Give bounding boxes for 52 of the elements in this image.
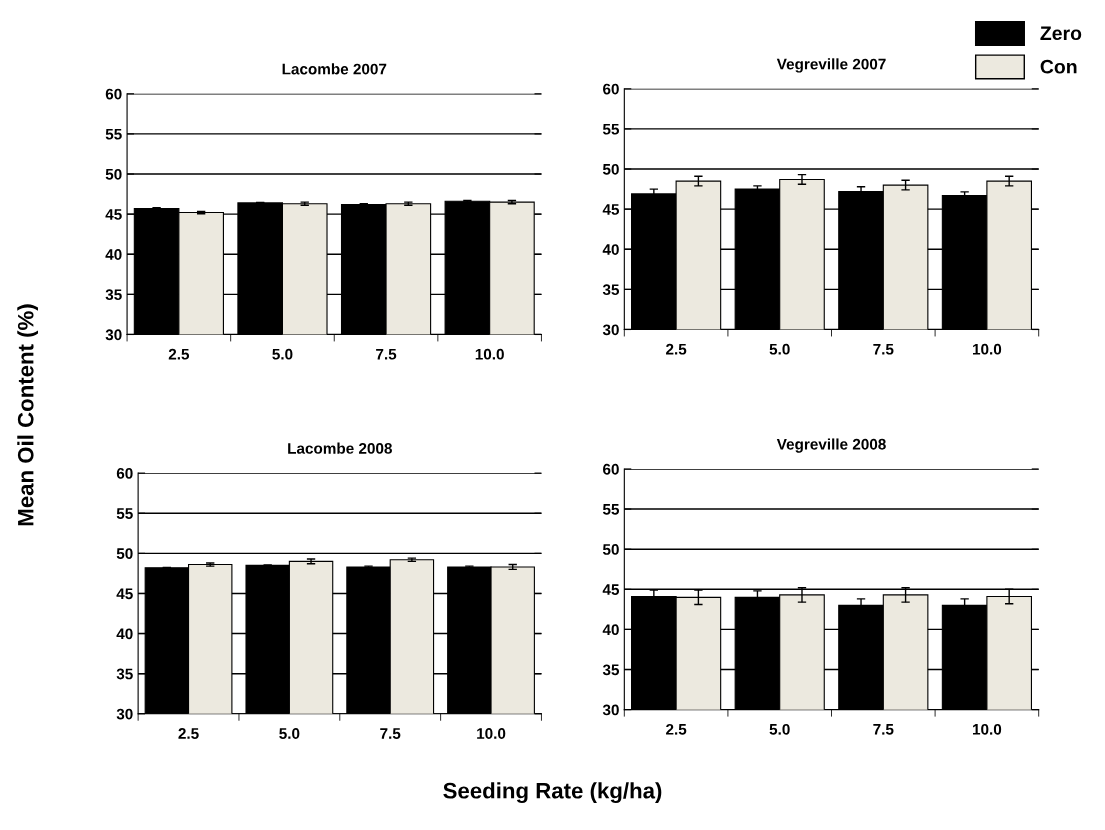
- y-tick-label: 60: [603, 83, 619, 95]
- y-axis-title: Mean Oil Content (%): [17, 304, 38, 526]
- y-tick-label: 40: [602, 244, 619, 255]
- y-tick-label: 40: [602, 624, 619, 636]
- y-tick-label: 55: [602, 504, 620, 515]
- y-tick-label: 50: [105, 168, 122, 180]
- y-tick-label: 60: [603, 463, 619, 475]
- x-tick-label: 2.5: [168, 348, 190, 360]
- legend-label: Zero: [1040, 26, 1082, 41]
- y-tick-label: 35: [602, 664, 620, 676]
- x-tick-label: 5.0: [769, 343, 790, 355]
- x-tick-label: 2.5: [666, 343, 687, 355]
- y-tick-label: 60: [116, 467, 133, 479]
- y-tick-label: 30: [116, 708, 133, 720]
- x-tick-label: 2.5: [666, 723, 687, 735]
- x-tick-label: 10.0: [475, 348, 504, 360]
- y-tick-label: 35: [116, 668, 133, 680]
- y-tick-label: 50: [602, 544, 619, 555]
- y-tick-label: 50: [602, 163, 619, 175]
- y-tick-label: 50: [116, 548, 133, 560]
- y-tick-label: 55: [602, 123, 620, 135]
- y-tick-label: 55: [116, 508, 133, 519]
- x-tick-label: 2.5: [178, 728, 199, 739]
- y-tick-label: 45: [602, 584, 620, 595]
- chart-title: Lacombe 2008: [288, 442, 392, 454]
- y-tick-label: 45: [602, 204, 620, 215]
- y-tick-label: 35: [105, 289, 122, 301]
- y-tick-label: 30: [602, 704, 619, 716]
- x-tick-label: 5.0: [279, 728, 300, 739]
- y-tick-label: 40: [116, 628, 133, 640]
- y-tick-label: 40: [105, 249, 122, 260]
- y-tick-label: 30: [602, 324, 619, 336]
- y-tick-label: 60: [105, 88, 122, 100]
- x-tick-label: 5.0: [272, 348, 293, 360]
- legend-label: Con: [1040, 59, 1077, 74]
- x-axis-title: Seeding Rate (kg/ha): [443, 782, 662, 804]
- x-tick-label: 10.0: [973, 723, 1002, 735]
- y-tick-label: 45: [116, 588, 133, 600]
- x-tick-label: 7.5: [380, 728, 401, 739]
- y-tick-label: 30: [105, 329, 122, 341]
- chart-title: Vegreville 2008: [776, 438, 886, 453]
- x-tick-label: 5.0: [769, 723, 790, 735]
- y-tick-label: 35: [602, 284, 620, 296]
- chart-title: Lacombe 2007: [282, 63, 387, 75]
- x-tick-label: 10.0: [477, 728, 506, 739]
- x-tick-label: 7.5: [873, 343, 894, 355]
- x-tick-label: 7.5: [873, 724, 894, 735]
- x-tick-label: 7.5: [376, 348, 397, 360]
- chart-title: Vegreville 2007: [776, 58, 886, 73]
- y-tick-label: 45: [105, 209, 122, 220]
- x-tick-label: 10.0: [973, 343, 1002, 355]
- y-tick-label: 55: [105, 128, 122, 140]
